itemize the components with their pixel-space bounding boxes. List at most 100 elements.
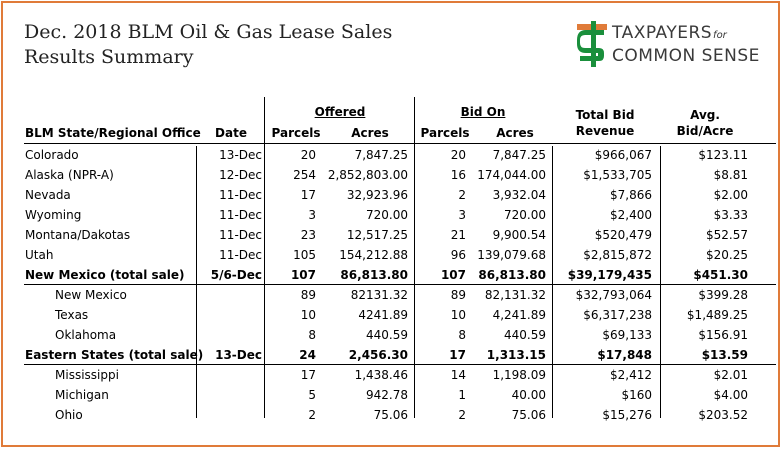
cell-p-off: 17 — [300, 368, 316, 382]
cell-rev: $15,276 — [602, 408, 652, 422]
cell-rev: $6,317,238 — [583, 308, 652, 322]
taxpayers-logo: TAXPAYERSfor COMMON SENSE — [575, 20, 775, 70]
cell-rev: $2,815,872 — [583, 248, 652, 262]
header-total-bid-line-2: Revenue — [575, 124, 635, 138]
cell-p-bid: 1 — [458, 388, 466, 402]
group-rule — [24, 364, 776, 365]
cell-rev: $160 — [621, 388, 652, 402]
cell-p-bid: 2 — [458, 188, 466, 202]
cell-p-off: 105 — [293, 248, 316, 262]
header-acres-offered: Acres — [351, 126, 389, 140]
cell-p-bid: 14 — [450, 368, 466, 382]
cell-p-bid: 89 — [450, 288, 466, 302]
cell-office: New Mexico (total sale) — [25, 268, 185, 282]
cell-office: Colorado — [25, 148, 79, 162]
cell-office: Mississippi — [55, 368, 119, 382]
header-parcels-bid: Parcels — [420, 126, 470, 140]
cell-office: Oklahoma — [55, 328, 117, 342]
column-divider — [660, 146, 661, 418]
cell-a-off: 12,517.25 — [346, 228, 408, 242]
cell-avg: $8.81 — [713, 168, 748, 182]
cell-a-bid: 9,900.54 — [492, 228, 546, 242]
cell-a-bid: 7,847.25 — [492, 148, 546, 162]
logo-text-for: for — [713, 30, 727, 41]
cell-rev: $39,179,435 — [567, 268, 652, 282]
cell-a-off: 7,847.25 — [354, 148, 408, 162]
cell-avg: $13.59 — [701, 348, 748, 362]
cell-p-off: 20 — [300, 148, 316, 162]
cell-date: 11-Dec — [219, 248, 262, 262]
cell-avg: $156.91 — [698, 328, 748, 342]
cell-a-off: 154,212.88 — [339, 248, 408, 262]
cell-p-bid: 17 — [449, 348, 466, 362]
header-bid-on: Bid On — [460, 105, 506, 119]
cell-p-bid: 2 — [458, 408, 466, 422]
cell-p-off: 254 — [293, 168, 316, 182]
group-rule — [24, 284, 776, 285]
cell-a-off: 4241.89 — [358, 308, 408, 322]
cell-rev: $520,479 — [594, 228, 652, 242]
cell-rev: $2,400 — [610, 208, 652, 222]
header-acres-bid: Acres — [496, 126, 534, 140]
cell-p-off: 2 — [308, 408, 316, 422]
cell-p-bid: 8 — [458, 328, 466, 342]
cell-a-off: 942.78 — [366, 388, 408, 402]
header-avg-line-2: Bid/Acre — [676, 124, 734, 138]
cell-office: Alaska (NPR-A) — [25, 168, 114, 182]
cell-office: Nevada — [25, 188, 71, 202]
cell-office: Michigan — [55, 388, 109, 402]
title-line-1: Dec. 2018 BLM Oil & Gas Lease Sales — [24, 21, 393, 43]
cell-a-off: 440.59 — [366, 328, 408, 342]
cell-a-off: 2,456.30 — [348, 348, 408, 362]
cell-avg: $4.00 — [713, 388, 748, 402]
cell-p-off: 17 — [300, 188, 316, 202]
cell-a-off: 32,923.96 — [346, 188, 408, 202]
cell-date: 11-Dec — [219, 228, 262, 242]
cell-a-bid: 3,932.04 — [492, 188, 546, 202]
cell-avg: $1,489.25 — [686, 308, 748, 322]
title-line-2: Results Summary — [24, 46, 194, 68]
cell-a-bid: 75.06 — [511, 408, 546, 422]
logo-text-line-2: COMMON SENSE — [612, 46, 760, 66]
page-title: Dec. 2018 BLM Oil & Gas Lease Sales Resu… — [24, 20, 392, 70]
cell-a-off: 720.00 — [366, 208, 408, 222]
cell-office: Wyoming — [25, 208, 82, 222]
header-parcels-offered: Parcels — [271, 126, 321, 140]
cell-a-bid: 440.59 — [504, 328, 546, 342]
cell-rev: $2,412 — [610, 368, 652, 382]
logo-text-line-1: TAXPAYERS — [612, 23, 713, 43]
cell-p-bid: 21 — [450, 228, 466, 242]
cell-p-off: 10 — [300, 308, 316, 322]
cell-avg: $399.28 — [698, 288, 748, 302]
cell-date: 13-Dec — [219, 148, 262, 162]
header-offered: Offered — [314, 105, 366, 119]
cell-rev: $1,533,705 — [583, 168, 652, 182]
cell-a-off: 75.06 — [373, 408, 408, 422]
cell-rev: $69,133 — [602, 328, 652, 342]
cell-office: New Mexico — [55, 288, 127, 302]
cell-avg: $451.30 — [693, 268, 748, 282]
cell-avg: $20.25 — [706, 248, 748, 262]
cell-date: 12-Dec — [219, 168, 262, 182]
cell-a-off: 1,438.46 — [354, 368, 408, 382]
header-total-bid-line-1: Total Bid — [575, 108, 635, 122]
cell-office: Montana/Dakotas — [25, 228, 131, 242]
cell-p-bid: 96 — [450, 248, 466, 262]
header-date: Date — [215, 126, 247, 140]
header-office: BLM State/Regional Office — [25, 126, 201, 140]
cell-a-off: 86,813.80 — [340, 268, 408, 282]
cell-date: 11-Dec — [219, 208, 262, 222]
cell-a-off: 2,852,803.00 — [327, 168, 408, 182]
header-rule — [24, 143, 776, 144]
column-divider — [196, 146, 197, 418]
header-divider-offered — [264, 97, 265, 146]
cell-a-bid: 720.00 — [504, 208, 546, 222]
cell-date: 11-Dec — [219, 188, 262, 202]
cell-p-off: 5 — [308, 388, 316, 402]
cell-a-off: 82131.32 — [350, 288, 408, 302]
cell-a-bid: 82,131.32 — [484, 288, 546, 302]
cell-a-bid: 4,241.89 — [492, 308, 546, 322]
cell-p-off: 107 — [290, 268, 316, 282]
cell-p-off: 8 — [308, 328, 316, 342]
